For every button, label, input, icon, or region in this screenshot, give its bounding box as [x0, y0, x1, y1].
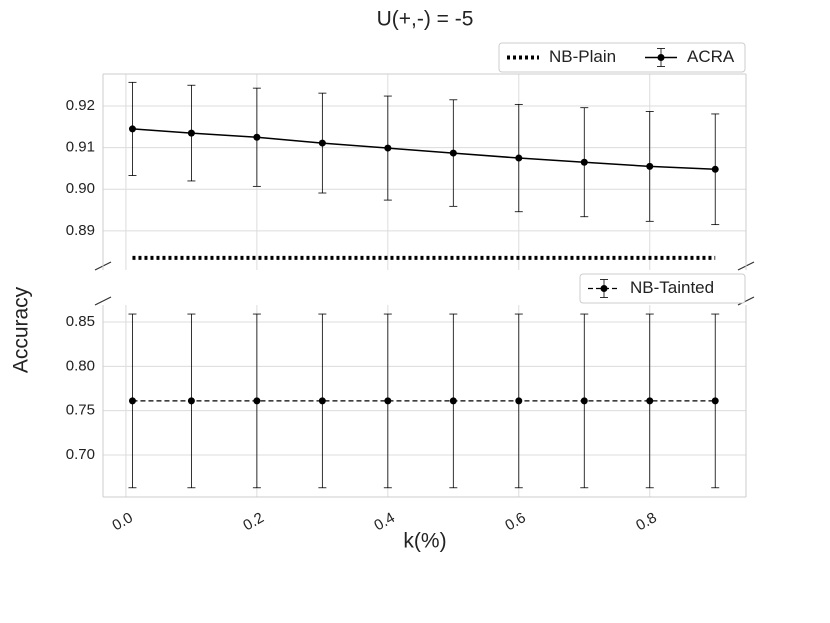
legend-label: NB-Tainted: [630, 278, 714, 297]
y-tick-label: 0.80: [66, 357, 95, 374]
data-point: [515, 397, 523, 405]
y-tick-label: 0.90: [66, 180, 95, 197]
x-axis-label: k(%): [403, 530, 446, 553]
legend-symbol: [657, 54, 665, 61]
legend-label: NB-Plain: [549, 47, 616, 66]
y-tick-label: 0.75: [66, 402, 95, 419]
y-tick-label: 0.70: [66, 446, 95, 463]
data-point: [128, 125, 136, 133]
data-point: [646, 162, 654, 170]
data-point: [580, 158, 588, 166]
legend-symbol: [600, 285, 608, 292]
y-tick-label: 0.91: [66, 139, 95, 156]
legend-label: ACRA: [687, 47, 735, 66]
data-point: [128, 397, 136, 405]
legend-box: [579, 273, 746, 304]
data-point: [449, 397, 457, 405]
data-point: [646, 397, 654, 405]
y-axis-label: Accuracy: [10, 286, 33, 373]
data-point: [384, 144, 392, 152]
data-point: [711, 165, 719, 173]
series-line: [132, 128, 716, 171]
data-point: [318, 139, 326, 147]
data-point: [515, 154, 523, 162]
data-point: [253, 133, 261, 141]
data-point: [580, 397, 588, 405]
chart-title: U(+,-) = -5: [377, 8, 474, 31]
y-tick-label: 0.92: [66, 97, 95, 114]
data-point: [253, 397, 261, 405]
legend-box: [498, 42, 746, 73]
data-point: [318, 397, 326, 405]
y-tick-label: 0.89: [66, 222, 95, 239]
data-point: [711, 397, 719, 405]
data-point: [187, 129, 195, 137]
y-tick-label: 0.85: [66, 313, 95, 330]
data-point: [384, 397, 392, 405]
data-point: [449, 149, 457, 157]
data-point: [187, 397, 195, 405]
